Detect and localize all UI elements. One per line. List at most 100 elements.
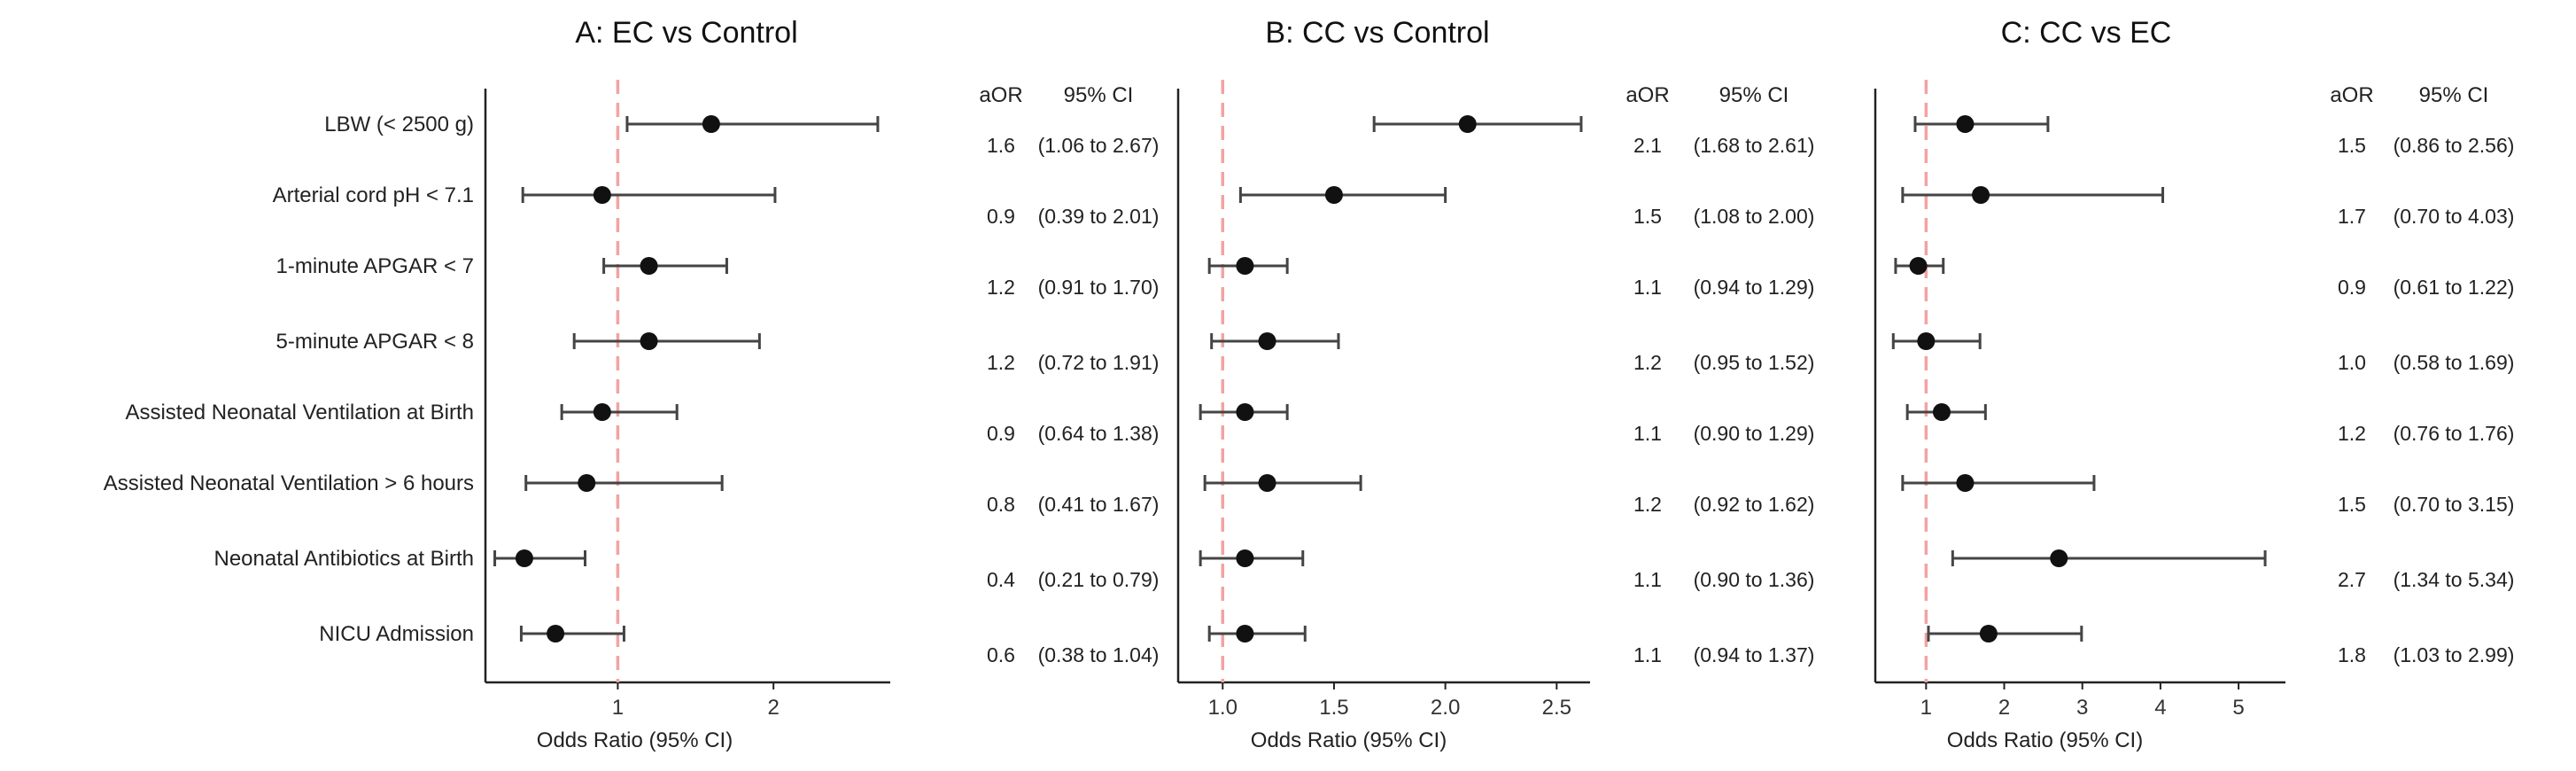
outcome-label: Arterial cord pH < 7.1 <box>273 183 474 207</box>
outcome-label: 1-minute APGAR < 7 <box>276 254 474 278</box>
x-tick-label: 1.0 <box>1208 696 1238 720</box>
ci-value: (0.72 to 1.91) <box>1038 351 1160 374</box>
panel-title: C: CC vs EC <box>2001 16 2172 50</box>
ci-value: (0.90 to 1.36) <box>1694 568 1815 591</box>
ci-value: (0.21 to 0.79) <box>1038 568 1160 591</box>
aor-value: 0.6 <box>987 643 1015 666</box>
ci-value: (0.41 to 1.67) <box>1038 493 1160 516</box>
point-estimate <box>1932 403 1951 421</box>
ci-value: (0.94 to 1.29) <box>1694 276 1815 299</box>
panel-title: A: EC vs Control <box>575 16 797 50</box>
ci-value: (0.64 to 1.38) <box>1038 422 1160 445</box>
x-axis-label: Odds Ratio (95% CI) <box>537 728 733 752</box>
point-estimate <box>1956 474 1975 492</box>
x-tick-label: 4 <box>2154 696 2166 720</box>
ci-value: (1.68 to 2.61) <box>1694 134 1815 157</box>
outcome-label: Assisted Neonatal Ventilation > 6 hours <box>104 471 474 495</box>
aor-value: 1.0 <box>2338 351 2366 374</box>
aor-value: 1.8 <box>2338 643 2366 666</box>
aor-value: 0.9 <box>987 422 1015 445</box>
x-tick-label: 3 <box>2076 696 2088 720</box>
ci-value: (0.58 to 1.69) <box>2394 351 2515 374</box>
aor-value: 1.2 <box>987 276 1015 299</box>
ci-value: (0.38 to 1.04) <box>1038 643 1160 666</box>
aor-value: 1.1 <box>1633 568 1662 591</box>
point-estimate <box>1236 625 1254 642</box>
aor-value: 0.9 <box>987 205 1015 228</box>
aor-column-header: aOR <box>2330 83 2373 107</box>
aor-value: 1.2 <box>1633 351 1662 374</box>
outcome-label: 5-minute APGAR < 8 <box>276 330 474 354</box>
aor-value: 1.2 <box>987 351 1015 374</box>
ci-value: (0.94 to 1.37) <box>1694 643 1815 666</box>
outcome-label: NICU Admission <box>319 622 474 646</box>
point-estimate <box>640 257 658 275</box>
ci-value: (0.92 to 1.62) <box>1694 493 1815 516</box>
point-estimate <box>515 549 533 567</box>
aor-value: 1.2 <box>1633 493 1662 516</box>
panel-title: B: CC vs Control <box>1265 16 1489 50</box>
point-estimate <box>1972 186 1990 204</box>
aor-value: 1.1 <box>1633 643 1662 666</box>
aor-column-header: aOR <box>979 83 1022 107</box>
ci-value: (0.39 to 2.01) <box>1038 205 1160 228</box>
panel-a: A: EC vs Control 1 2 Odds Ratio (95% CI) aOR… <box>484 16 1160 752</box>
point-estimate <box>1258 474 1276 492</box>
x-tick-label: 5 <box>2232 696 2244 720</box>
point-estimate <box>1236 257 1254 275</box>
outcome-label: LBW (< 2500 g) <box>324 113 474 136</box>
ci-value: (0.86 to 2.56) <box>2394 134 2515 157</box>
ci-value: (1.06 to 2.67) <box>1038 134 1160 157</box>
ci-value: (1.34 to 5.34) <box>2394 568 2515 591</box>
point-estimate <box>578 474 596 492</box>
ci-value: (0.95 to 1.52) <box>1694 351 1815 374</box>
x-axis-label: Odds Ratio (95% CI) <box>1251 728 1447 752</box>
ci-value: (1.03 to 2.99) <box>2394 643 2515 666</box>
ci-value: (0.70 to 3.15) <box>2394 493 2515 516</box>
outcome-label: Neonatal Antibiotics at Birth <box>214 547 475 571</box>
point-estimate <box>1979 625 1998 642</box>
ci-value: (0.61 to 1.22) <box>2394 276 2515 299</box>
point-estimate <box>547 625 565 642</box>
point-estimate <box>640 332 658 350</box>
aor-value: 1.1 <box>1633 276 1662 299</box>
panel-c: C: CC vs EC 1 2 3 4 5 Odds Ratio (95% CI) aOR 95… <box>1874 16 2515 752</box>
x-tick-label: 1 <box>612 696 624 720</box>
x-tick-label: 2 <box>767 696 779 720</box>
point-estimate <box>1236 403 1254 421</box>
ci-value: (0.90 to 1.29) <box>1694 422 1815 445</box>
ci-value: (0.91 to 1.70) <box>1038 276 1160 299</box>
x-tick-label: 2.0 <box>1431 696 1460 720</box>
point-estimate <box>1909 257 1928 275</box>
ci-value: (1.08 to 2.00) <box>1694 205 1815 228</box>
ci-value: (0.76 to 1.76) <box>2394 422 2515 445</box>
point-estimate <box>1917 332 1936 350</box>
x-axis-label: Odds Ratio (95% CI) <box>1947 728 2143 752</box>
aor-value: 0.4 <box>987 568 1015 591</box>
aor-value: 1.7 <box>2338 205 2366 228</box>
aor-value: 1.5 <box>1633 205 1662 228</box>
aor-value: 1.6 <box>987 134 1015 157</box>
panel-b: B: CC vs Control 1.0 1.5 2.0 2.5 Odds Ratio (… <box>1176 16 1815 752</box>
point-estimate <box>593 403 611 421</box>
aor-value: 1.5 <box>2338 493 2366 516</box>
aor-value: 1.5 <box>2338 134 2366 157</box>
aor-value: 2.7 <box>2338 568 2366 591</box>
aor-column-header: aOR <box>1626 83 1669 107</box>
point-estimate <box>1258 332 1276 350</box>
x-tick-label: 1 <box>1920 696 1932 720</box>
point-estimate <box>702 115 720 133</box>
point-estimate <box>1236 549 1254 567</box>
x-tick-label: 1.5 <box>1319 696 1348 720</box>
aor-value: 1.1 <box>1633 422 1662 445</box>
point-estimate <box>1956 115 1975 133</box>
aor-value: 1.2 <box>2338 422 2366 445</box>
point-estimate <box>593 186 611 204</box>
point-estimate <box>2050 549 2068 567</box>
x-tick-label: 2 <box>1998 696 2010 720</box>
ci-value: (0.70 to 4.03) <box>2394 205 2515 228</box>
point-estimate <box>1324 186 1343 204</box>
ci-column-header: 95% CI <box>1719 83 1789 107</box>
aor-value: 2.1 <box>1633 134 1662 157</box>
